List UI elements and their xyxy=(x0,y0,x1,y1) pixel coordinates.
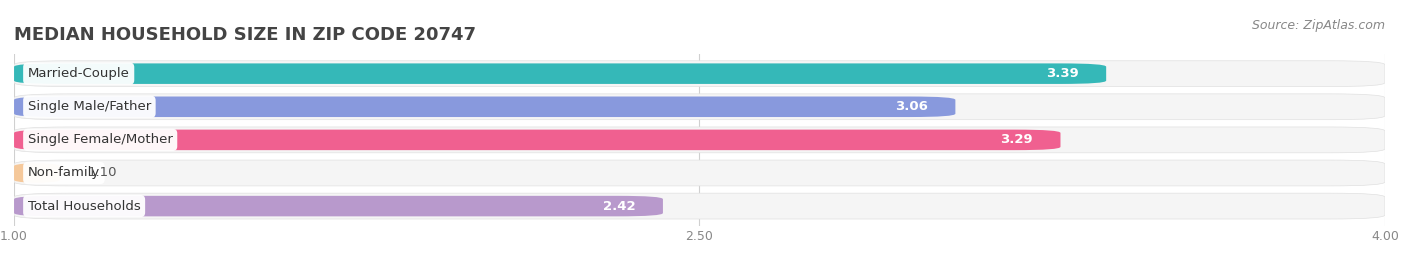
FancyBboxPatch shape xyxy=(14,61,1385,87)
Text: 1.10: 1.10 xyxy=(87,167,117,179)
FancyBboxPatch shape xyxy=(14,163,60,183)
Text: Non-family: Non-family xyxy=(28,167,100,179)
Text: Single Female/Mother: Single Female/Mother xyxy=(28,133,173,146)
Text: 2.42: 2.42 xyxy=(603,200,636,213)
FancyBboxPatch shape xyxy=(14,160,1385,186)
FancyBboxPatch shape xyxy=(14,94,1385,120)
Text: Total Households: Total Households xyxy=(28,200,141,213)
Text: 3.06: 3.06 xyxy=(896,100,928,113)
Text: Married-Couple: Married-Couple xyxy=(28,67,129,80)
FancyBboxPatch shape xyxy=(14,193,1385,219)
Text: 3.29: 3.29 xyxy=(1001,133,1033,146)
FancyBboxPatch shape xyxy=(14,97,956,117)
FancyBboxPatch shape xyxy=(14,196,664,216)
Text: 3.39: 3.39 xyxy=(1046,67,1078,80)
Text: MEDIAN HOUSEHOLD SIZE IN ZIP CODE 20747: MEDIAN HOUSEHOLD SIZE IN ZIP CODE 20747 xyxy=(14,26,477,44)
FancyBboxPatch shape xyxy=(14,127,1385,153)
Text: Source: ZipAtlas.com: Source: ZipAtlas.com xyxy=(1251,19,1385,32)
FancyBboxPatch shape xyxy=(14,63,1107,84)
FancyBboxPatch shape xyxy=(14,130,1060,150)
Text: Single Male/Father: Single Male/Father xyxy=(28,100,150,113)
